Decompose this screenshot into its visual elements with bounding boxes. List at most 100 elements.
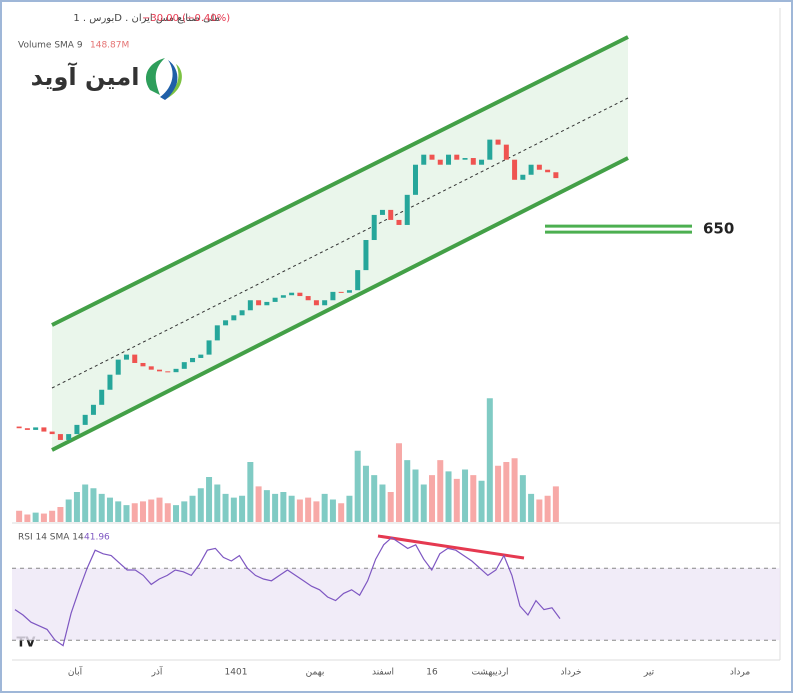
volume-bar [445, 471, 452, 522]
volume-bar [420, 484, 427, 522]
level-label: 650 [703, 220, 734, 238]
volume-bar [346, 495, 353, 522]
candle [264, 301, 270, 306]
volume-bar [354, 450, 361, 522]
candle [256, 300, 262, 306]
candle [487, 139, 493, 160]
candle [123, 354, 129, 360]
candle [24, 428, 30, 430]
candle [346, 290, 352, 293]
x-axis-label: اردیبهشت [471, 668, 508, 678]
candle [247, 300, 253, 311]
candle [545, 169, 551, 173]
candle [437, 159, 443, 165]
candle [371, 214, 377, 241]
x-axis-label: آبان [68, 666, 83, 678]
volume-bar [230, 497, 237, 522]
candle [479, 159, 485, 165]
candle [363, 240, 369, 271]
rsi-title: RSI 14 SMA 14 [18, 533, 84, 543]
candle [239, 310, 245, 316]
candle [173, 368, 179, 373]
candle [470, 158, 476, 165]
candle [305, 296, 311, 301]
volume-bar [263, 490, 270, 522]
candle [536, 164, 542, 170]
volume-bar [395, 443, 402, 522]
volume-bar [156, 497, 163, 522]
x-axis-label: تیر [643, 668, 655, 678]
candle [157, 369, 163, 372]
candle [57, 434, 63, 440]
volume-bar [486, 398, 493, 522]
candle [90, 404, 96, 415]
candle [49, 431, 55, 435]
volume-bar [462, 469, 469, 522]
x-axis-label: خرداد [560, 668, 581, 678]
volume-bar [478, 480, 485, 522]
candle [206, 340, 212, 355]
candle [388, 209, 394, 220]
volume-bar [503, 462, 510, 522]
volume-bar [49, 510, 56, 522]
volume-bar [511, 458, 518, 522]
volume-bar [296, 499, 303, 522]
volume-bar [552, 486, 559, 522]
candle [231, 315, 237, 321]
volume-bar [173, 505, 180, 522]
volume-bar [115, 501, 122, 522]
candle [140, 362, 146, 367]
volume-sma: 148.87M [90, 41, 129, 51]
candle [520, 174, 526, 180]
volume-bar [123, 505, 130, 522]
candle [404, 194, 410, 225]
candle [338, 291, 344, 293]
candle [462, 158, 468, 160]
volume-bar [214, 484, 221, 522]
volume-bar [206, 477, 213, 522]
volume-bar [65, 499, 72, 522]
volume-bar [189, 495, 196, 522]
volume-bar [40, 513, 47, 522]
candle [322, 300, 328, 306]
volume-bar [32, 512, 39, 522]
volume-bar [106, 497, 113, 522]
candle [421, 154, 427, 165]
volume-bar [412, 469, 419, 522]
volume-bar [536, 499, 543, 522]
candle [107, 374, 113, 390]
volume-bar [387, 492, 394, 522]
volume-bar [362, 465, 369, 522]
volume-bar [131, 503, 138, 522]
candle [379, 209, 385, 215]
candle [190, 357, 196, 363]
candle [330, 291, 336, 301]
candle [454, 154, 460, 160]
candle [429, 154, 435, 160]
volume-bar [16, 510, 23, 522]
candle [446, 154, 452, 165]
volume-bar [288, 495, 295, 522]
volume-bar [544, 495, 551, 522]
volume-bar [329, 499, 336, 522]
logo-text: امین آوید [31, 62, 140, 91]
volume-bar [239, 495, 246, 522]
logo-icon [145, 58, 182, 100]
volume-title: Volume SMA 9 [18, 41, 83, 51]
candle [99, 389, 105, 405]
volume-bar [98, 493, 105, 522]
candle [512, 159, 518, 180]
volume-bar [321, 493, 328, 522]
candle [495, 139, 501, 145]
x-axis-label: اسفند [372, 668, 394, 678]
candle [66, 434, 72, 440]
candle [553, 172, 559, 179]
candle [355, 270, 361, 291]
divergence-line [377, 534, 525, 560]
candle [313, 300, 319, 306]
channel-lower [51, 156, 629, 452]
volume-bar [379, 484, 386, 522]
